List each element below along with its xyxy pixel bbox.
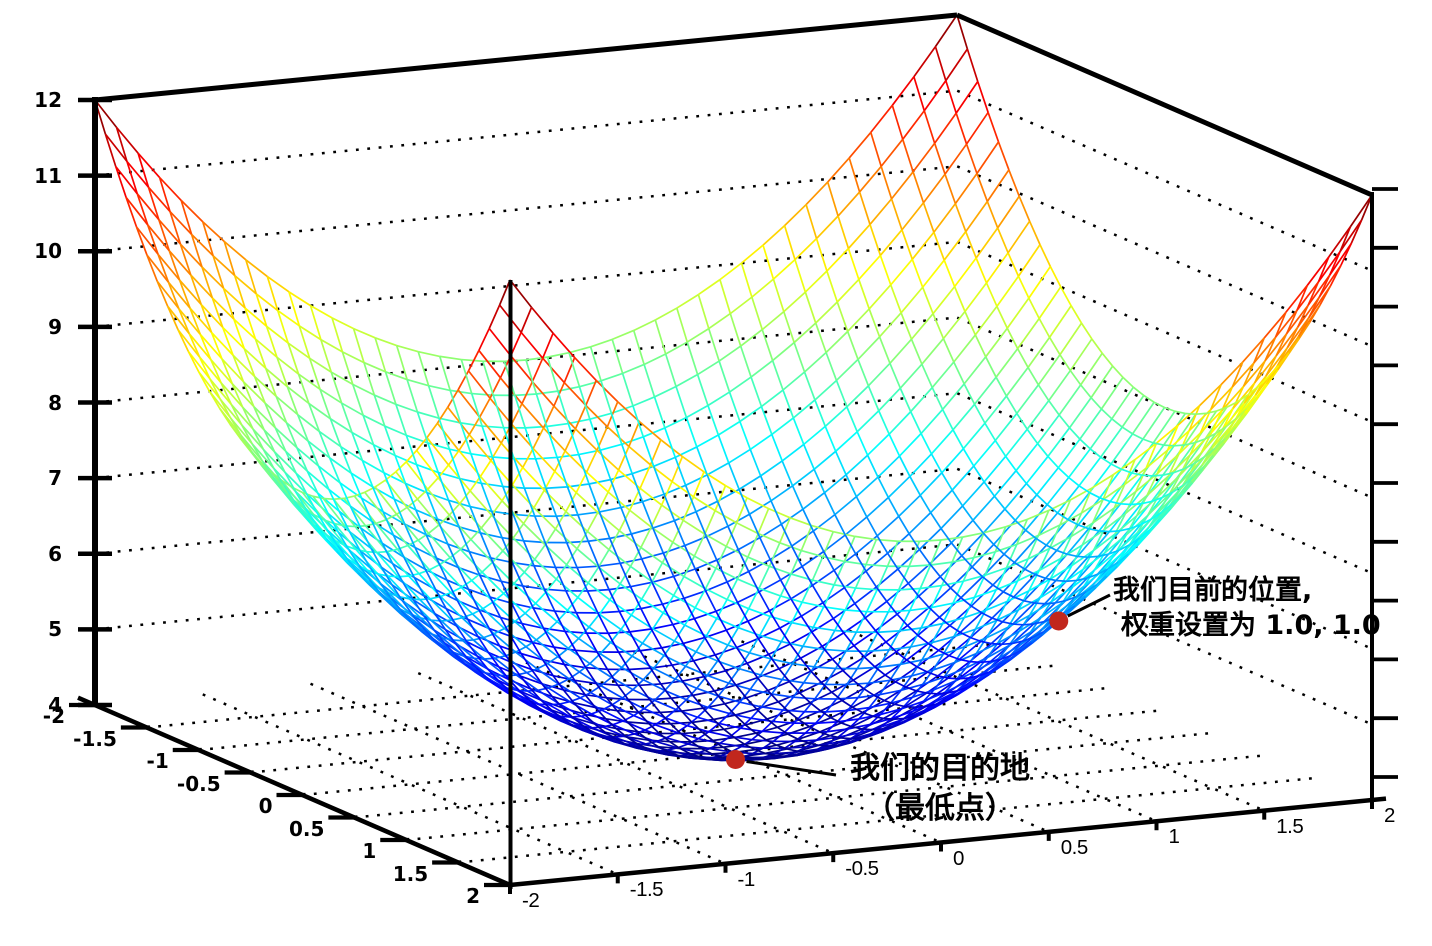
z-tick-label: 11 [34, 163, 62, 188]
x-tick-label: -2 [42, 704, 65, 728]
y-tick-label: -1 [737, 867, 756, 891]
z-tick-label: 12 [34, 88, 62, 112]
z-tick-label: 5 [48, 617, 62, 642]
y-tick-label: 0.5 [1060, 835, 1089, 859]
x-tick-label: 1.5 [392, 861, 429, 886]
x-tick-label: 0 [258, 794, 273, 818]
x-tick-label: 2 [466, 884, 480, 908]
z-tick-label: 6 [48, 541, 62, 566]
annotation-current-line2: 权重设置为 1.0, 1.0 [1121, 610, 1381, 641]
annotation-destination-line2: （最低点） [865, 791, 1015, 826]
z-tick-label: 7 [48, 466, 62, 491]
x-tick-label: -1.5 [73, 726, 117, 751]
y-tick-label: -2 [522, 889, 540, 912]
y-tick-label: 1.5 [1276, 814, 1304, 838]
x-tick-label: -1 [146, 749, 169, 773]
x-tick-label: -0.5 [176, 771, 221, 796]
x-tick-label: 0.5 [288, 816, 325, 841]
y-tick-label: 2 [1384, 804, 1395, 827]
annotation-current-line1: 我们目前的位置, [1113, 575, 1313, 606]
z-tick-label: 10 [34, 239, 62, 264]
annotation-destination: 我们的目的地 （最低点） [788, 749, 1092, 829]
annotation-current-position: 我们目前的位置, 权重设置为 1.0, 1.0 [1113, 573, 1381, 643]
y-tick-label: 1 [1168, 825, 1180, 849]
z-tick-label: 8 [48, 390, 62, 415]
annotation-destination-line1: 我们的目的地 [850, 751, 1030, 786]
x-tick-label: 1 [362, 839, 377, 863]
y-tick-label: 0 [953, 846, 964, 870]
z-tick-label: 4 [48, 693, 62, 717]
y-tick-label: -0.5 [845, 857, 879, 881]
y-tick-label: -1.5 [629, 878, 664, 902]
z-tick-label: 9 [48, 314, 62, 339]
